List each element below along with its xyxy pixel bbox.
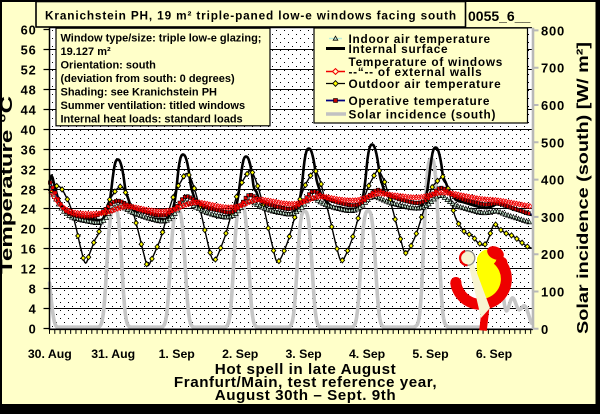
svg-text:Outdoor air temperature: Outdoor air temperature — [349, 77, 502, 91]
svg-text:48: 48 — [21, 83, 37, 98]
svg-text:31. Aug: 31. Aug — [91, 347, 135, 361]
svg-text:19.127 m²: 19.127 m² — [61, 46, 111, 58]
svg-text:16: 16 — [21, 242, 37, 257]
svg-text:52: 52 — [21, 63, 37, 78]
svg-text:800: 800 — [541, 23, 565, 38]
svg-text:1. Sep: 1. Sep — [159, 347, 195, 361]
svg-text:40: 40 — [21, 123, 37, 138]
svg-text:Kranichstein PH, 19 m² triple-: Kranichstein PH, 19 m² triple-paned low-… — [45, 9, 457, 23]
svg-text:36: 36 — [21, 143, 37, 158]
svg-text:Solar incidence (south): Solar incidence (south) — [349, 108, 497, 122]
svg-text:3. Sep: 3. Sep — [285, 347, 321, 361]
svg-text:44: 44 — [21, 103, 37, 118]
svg-text:12: 12 — [21, 262, 37, 277]
svg-text:100: 100 — [541, 285, 565, 300]
svg-text:28: 28 — [21, 183, 37, 198]
svg-text:Shading: see Kranichstein PH: Shading: see Kranichstein PH — [61, 87, 218, 99]
svg-text:Hot spell in late August: Hot spell in late August — [215, 361, 396, 378]
svg-text:Solar incidence (south) [W/ m²: Solar incidence (south) [W/ m²] — [574, 42, 592, 334]
svg-text:24: 24 — [21, 202, 37, 217]
svg-text:(deviation from south: 0 degre: (deviation from south: 0 degrees) — [61, 73, 236, 85]
svg-text:Temperature °C: Temperature °C — [0, 96, 16, 274]
svg-text:--“-- of external walls: --“-- of external walls — [349, 65, 483, 79]
svg-text:4: 4 — [29, 302, 37, 317]
svg-text:Indoor air temperature: Indoor air temperature — [349, 32, 491, 46]
svg-text:500: 500 — [541, 135, 565, 150]
svg-text:6. Sep: 6. Sep — [476, 347, 512, 361]
svg-text:Internal heat loads: standard: Internal heat loads: standard loads — [61, 114, 243, 126]
svg-text:Window type/size: triple low-e: Window type/size: triple low-e glazing; — [61, 32, 262, 44]
svg-text:Temperature of windows: Temperature of windows — [349, 55, 504, 69]
svg-text:Summer ventilation: titled win: Summer ventilation: titled windows — [61, 100, 246, 112]
svg-text:700: 700 — [541, 61, 565, 76]
svg-text:Franfurt/Main, test reference: Franfurt/Main, test reference year, — [174, 374, 437, 391]
svg-text:56: 56 — [21, 43, 37, 58]
svg-text:8: 8 — [29, 282, 37, 297]
svg-text:0: 0 — [29, 322, 37, 337]
svg-text:20: 20 — [21, 222, 37, 237]
svg-text:4. Sep: 4. Sep — [349, 347, 385, 361]
svg-text:Operative temperature: Operative temperature — [349, 94, 491, 108]
svg-text:32: 32 — [21, 163, 37, 178]
svg-text:600: 600 — [541, 98, 565, 113]
svg-text:Orientation: south: Orientation: south — [61, 59, 157, 71]
svg-text:Internal surface: Internal surface — [349, 42, 449, 56]
svg-text:200: 200 — [541, 247, 565, 262]
svg-text:5. Sep: 5. Sep — [412, 347, 448, 361]
svg-text:2. Sep: 2. Sep — [222, 347, 258, 361]
svg-text:60: 60 — [21, 23, 37, 38]
svg-text:30. Aug: 30. Aug — [28, 347, 72, 361]
svg-text:0055_6__: 0055_6__ — [468, 8, 531, 24]
svg-text:300: 300 — [541, 210, 565, 225]
svg-text:400: 400 — [541, 173, 565, 188]
svg-text:August 30th – Sept. 9th: August 30th – Sept. 9th — [215, 387, 396, 404]
svg-text:0: 0 — [541, 322, 549, 337]
